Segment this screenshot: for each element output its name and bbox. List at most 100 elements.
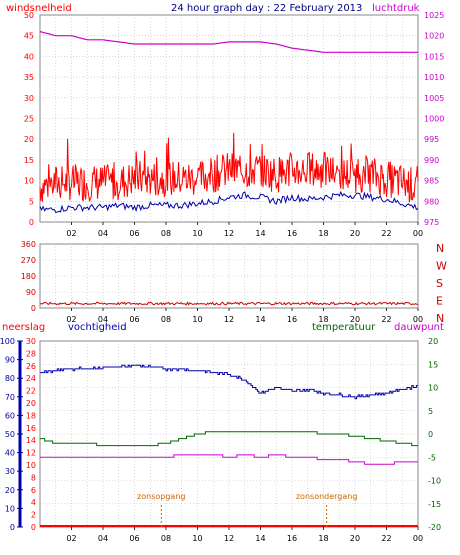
rain-tick: 20 <box>5 486 15 495</box>
left-tick-mid: 180 <box>21 272 36 281</box>
x-tick-label: 22 <box>381 229 391 238</box>
left-tick-top: 35 <box>24 73 34 82</box>
temp-right-tick: 20 <box>428 337 438 346</box>
rain-tick: 80 <box>5 374 15 383</box>
wind-direction-line <box>40 301 419 306</box>
x-tick-label: 14 <box>255 534 265 543</box>
mean-wind-line <box>39 190 419 213</box>
rain-tick: 10 <box>5 504 15 513</box>
temp-left-tick: 30 <box>26 337 36 346</box>
temperature-axis-label: temperatuur <box>312 322 376 333</box>
x-tick-label: 12 <box>224 534 234 543</box>
x-tick-label: 16 <box>287 229 297 238</box>
temperature-line <box>40 431 418 447</box>
x-tick-label: 00 <box>413 534 423 543</box>
x-tick-label: 20 <box>350 229 360 238</box>
right-tick-top: 1020 <box>424 32 444 41</box>
temp-right-tick: -5 <box>428 453 436 462</box>
temp-left-tick: 20 <box>26 399 36 408</box>
temp-left-tick: 0 <box>31 523 36 532</box>
rain-tick: 0 <box>10 523 15 532</box>
right-tick-top: 1000 <box>424 115 444 124</box>
wind-speed-line <box>39 132 419 203</box>
temp-left-tick: 26 <box>26 362 36 371</box>
x-tick-label: 10 <box>192 534 202 543</box>
right-tick-top: 995 <box>424 135 439 144</box>
rain-tick: 40 <box>5 449 15 458</box>
compass-label: S <box>436 277 443 290</box>
dewpoint-axis-label: dauwpunt <box>394 322 444 333</box>
rain-axis-label: neerslag <box>2 322 45 333</box>
temp-right-tick: -20 <box>428 523 441 532</box>
x-tick-label: 20 <box>350 315 360 324</box>
left-axis-label-top: windsnelheid <box>6 3 72 14</box>
left-tick-top: 40 <box>24 52 34 61</box>
temp-left-tick: 2 <box>31 511 36 520</box>
x-tick-label: 06 <box>129 315 139 324</box>
temp-left-tick: 14 <box>26 436 36 445</box>
x-tick-label: 18 <box>318 315 328 324</box>
left-tick-top: 45 <box>24 32 34 41</box>
x-tick-label: 14 <box>255 229 265 238</box>
dewpoint-line <box>40 454 418 465</box>
temp-left-tick: 6 <box>31 486 36 495</box>
left-tick-mid: 0 <box>31 304 36 313</box>
x-tick-label: 08 <box>161 315 171 324</box>
rain-tick: 30 <box>5 467 15 476</box>
temp-right-tick: 15 <box>428 360 438 369</box>
right-tick-top: 980 <box>424 197 439 206</box>
temp-left-tick: 18 <box>26 411 36 420</box>
x-tick-label: 04 <box>98 534 108 543</box>
sunrise-label: zonsopgang <box>137 492 185 501</box>
sunset-label: zonsondergang <box>296 492 358 501</box>
temp-right-tick: 5 <box>428 407 433 416</box>
temp-left-tick: 10 <box>26 461 36 470</box>
x-tick-label: 12 <box>224 315 234 324</box>
left-tick-mid: 360 <box>21 240 36 249</box>
left-tick-top: 0 <box>29 218 34 227</box>
right-tick-top: 1005 <box>424 94 444 103</box>
right-axis-label-top: luchtdruk <box>372 3 420 14</box>
x-tick-label: 02 <box>66 315 76 324</box>
x-tick-label: 18 <box>318 534 328 543</box>
temp-left-tick: 16 <box>26 424 36 433</box>
x-tick-label: 18 <box>318 229 328 238</box>
left-tick-top: 20 <box>24 135 34 144</box>
x-tick-label: 16 <box>287 534 297 543</box>
temp-right-tick: 10 <box>428 384 438 393</box>
rain-tick: 100 <box>0 337 15 346</box>
compass-label: E <box>436 295 443 308</box>
right-tick-top: 975 <box>424 218 439 227</box>
temp-left-tick: 22 <box>26 387 36 396</box>
right-tick-top: 990 <box>424 156 439 165</box>
temp-left-tick: 12 <box>26 449 36 458</box>
left-tick-top: 10 <box>24 177 34 186</box>
left-tick-top: 15 <box>24 156 34 165</box>
x-tick-label: 10 <box>192 229 202 238</box>
compass-label: N <box>436 312 444 325</box>
rain-tick: 50 <box>5 430 15 439</box>
x-tick-label: 06 <box>129 229 139 238</box>
compass-label: N <box>436 242 444 255</box>
left-tick-top: 30 <box>24 94 34 103</box>
left-tick-top: 5 <box>29 197 34 206</box>
humidity-axis-label: vochtigheid <box>68 322 127 333</box>
x-tick-label: 04 <box>98 315 108 324</box>
x-tick-label: 20 <box>350 534 360 543</box>
temp-left-tick: 4 <box>31 498 36 507</box>
left-tick-top: 50 <box>24 11 34 20</box>
right-tick-top: 1015 <box>424 52 444 61</box>
x-tick-label: 06 <box>129 534 139 543</box>
pressure-line <box>39 31 418 53</box>
compass-label: W <box>436 260 447 273</box>
x-tick-label: 00 <box>413 229 423 238</box>
left-tick-mid: 270 <box>21 256 36 265</box>
x-tick-label: 10 <box>192 315 202 324</box>
right-tick-top: 1025 <box>424 11 444 20</box>
x-tick-label: 02 <box>66 229 76 238</box>
temp-right-tick: -10 <box>428 477 441 486</box>
x-tick-label: 08 <box>161 534 171 543</box>
rain-tick: 60 <box>5 411 15 420</box>
temp-right-tick: 0 <box>428 430 433 439</box>
left-tick-mid: 90 <box>26 288 36 297</box>
